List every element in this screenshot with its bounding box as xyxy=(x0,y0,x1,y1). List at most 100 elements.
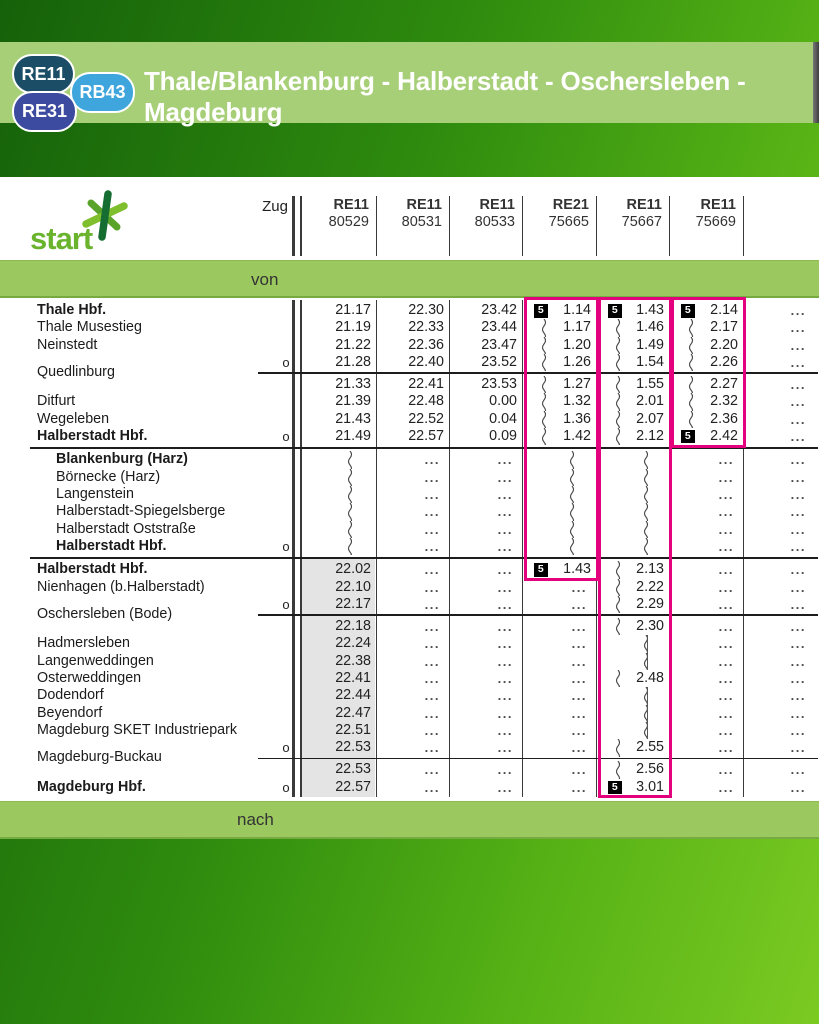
no-service-dots: ... xyxy=(497,452,513,468)
station-name: Osterweddingen xyxy=(37,670,142,686)
highlighted-train-box xyxy=(598,297,672,799)
no-service-dots: ... xyxy=(571,779,587,795)
time-cell: 2.07 xyxy=(596,410,669,428)
time-cell xyxy=(300,520,376,539)
time-cell: ... xyxy=(743,635,815,652)
no-service-dots: ... xyxy=(497,618,513,634)
no-service-dots: ... xyxy=(497,487,513,502)
departure-time: 2.42 xyxy=(710,427,738,444)
departure-time: 0.04 xyxy=(489,410,517,427)
train-number: 80531 xyxy=(401,213,442,230)
time-cell xyxy=(596,652,669,670)
time-cell: ... xyxy=(669,579,743,596)
time-cell: 22.36 xyxy=(376,337,449,354)
no-service-dots: ... xyxy=(790,469,806,485)
departure-time: 1.43 xyxy=(636,302,664,318)
interchange-o-marker: o xyxy=(282,740,290,756)
interchange-o-marker: o xyxy=(282,597,290,613)
time-cell: ... xyxy=(743,705,815,722)
time-cell: ... xyxy=(743,761,815,778)
no-service-dots: ... xyxy=(790,562,806,578)
departure-time: 1.36 xyxy=(563,410,591,427)
runs-on-note-wavy-line xyxy=(688,410,694,428)
no-service-dots: ... xyxy=(718,705,734,721)
time-cell: 22.52 xyxy=(376,411,449,428)
departure-time: 22.41 xyxy=(408,375,444,392)
time-cell: ... xyxy=(669,469,743,486)
no-service-dots: ... xyxy=(571,688,587,704)
departure-time: 2.20 xyxy=(710,336,738,353)
time-cell: 1.43 5 xyxy=(522,561,596,578)
time-cell: 22.30 xyxy=(376,302,449,319)
time-cell: 2.29 xyxy=(596,596,669,614)
time-cell: 22.47 xyxy=(300,705,376,722)
interchange-o-marker: o xyxy=(282,539,290,555)
no-service-dots: ... xyxy=(424,762,440,778)
interchange-o-marker: o xyxy=(282,779,290,795)
time-cell xyxy=(300,486,376,504)
time-cell: ... xyxy=(522,596,596,613)
departure-time: 2.07 xyxy=(636,410,664,427)
train-number: 80533 xyxy=(474,213,515,230)
runs-on-note-wavy-line xyxy=(347,451,353,469)
station-name: Langenweddingen xyxy=(37,652,154,669)
time-cell: ... xyxy=(376,618,449,635)
no-service-dots: ... xyxy=(424,705,440,721)
no-service-dots: ... xyxy=(497,504,513,520)
time-cell xyxy=(596,635,669,653)
time-cell: 22.53 xyxy=(300,739,376,756)
departure-time: 2.32 xyxy=(710,393,738,410)
no-service-dots: ... xyxy=(790,653,806,669)
passes-through-bar xyxy=(647,722,649,740)
time-cell: ... xyxy=(522,687,596,704)
route-title: Thale/Blankenburg - Halberstadt - Oscher… xyxy=(144,66,746,127)
time-cell: 2.17 xyxy=(669,319,743,337)
time-cell: ... xyxy=(522,722,596,739)
time-cell: 22.44 xyxy=(300,687,376,704)
train-line: RE11 xyxy=(626,197,662,213)
no-service-dots: ... xyxy=(497,539,513,555)
start-logo: start xyxy=(30,221,93,256)
runs-on-note-wavy-line xyxy=(615,354,621,372)
time-cell: 21.39 xyxy=(300,393,376,410)
badge-re11: RE11 xyxy=(12,54,75,94)
time-cell: 2.55 xyxy=(596,739,669,757)
no-service-dots: ... xyxy=(790,303,806,318)
time-cell: ... xyxy=(449,653,522,670)
time-cell: ... xyxy=(376,538,449,555)
departure-time: 21.49 xyxy=(335,427,371,444)
time-cell: 23.53 xyxy=(449,376,522,393)
time-cell: ... xyxy=(449,722,522,739)
runs-on-note-wavy-line xyxy=(643,468,649,486)
time-cell xyxy=(596,538,669,556)
departure-time: 1.55 xyxy=(636,375,664,392)
time-cell: 1.46 xyxy=(596,319,669,337)
no-service-dots: ... xyxy=(424,618,440,634)
runs-on-note-wavy-line xyxy=(643,486,649,504)
time-cell: 22.38 xyxy=(300,653,376,670)
departure-time: 2.55 xyxy=(636,739,664,756)
time-cell: ... xyxy=(449,739,522,756)
time-cell: ... xyxy=(743,376,815,393)
departure-time: 22.30 xyxy=(408,302,444,318)
time-cell: ... xyxy=(376,503,449,520)
departure-time: 1.17 xyxy=(563,319,591,336)
time-cell: ... xyxy=(522,779,596,796)
time-cell: ... xyxy=(743,670,815,687)
time-cell: 22.18 xyxy=(300,618,376,635)
runs-on-note-wavy-line xyxy=(615,617,621,636)
no-service-dots: ... xyxy=(790,597,806,613)
no-service-dots: ... xyxy=(718,579,734,595)
column-separator xyxy=(522,196,523,256)
column-separator xyxy=(449,196,450,256)
time-cell: 21.28 xyxy=(300,354,376,371)
time-cell: 22.51 xyxy=(300,722,376,739)
station-name: Halberstadt-Spiegelsberge xyxy=(56,503,226,520)
runs-on-note-wavy-line xyxy=(615,393,621,411)
departure-time: 21.19 xyxy=(335,319,371,336)
runs-on-note-wavy-line xyxy=(541,393,547,411)
time-cell: ... xyxy=(449,503,522,520)
no-service-dots: ... xyxy=(424,469,440,485)
no-service-dots: ... xyxy=(790,671,806,686)
